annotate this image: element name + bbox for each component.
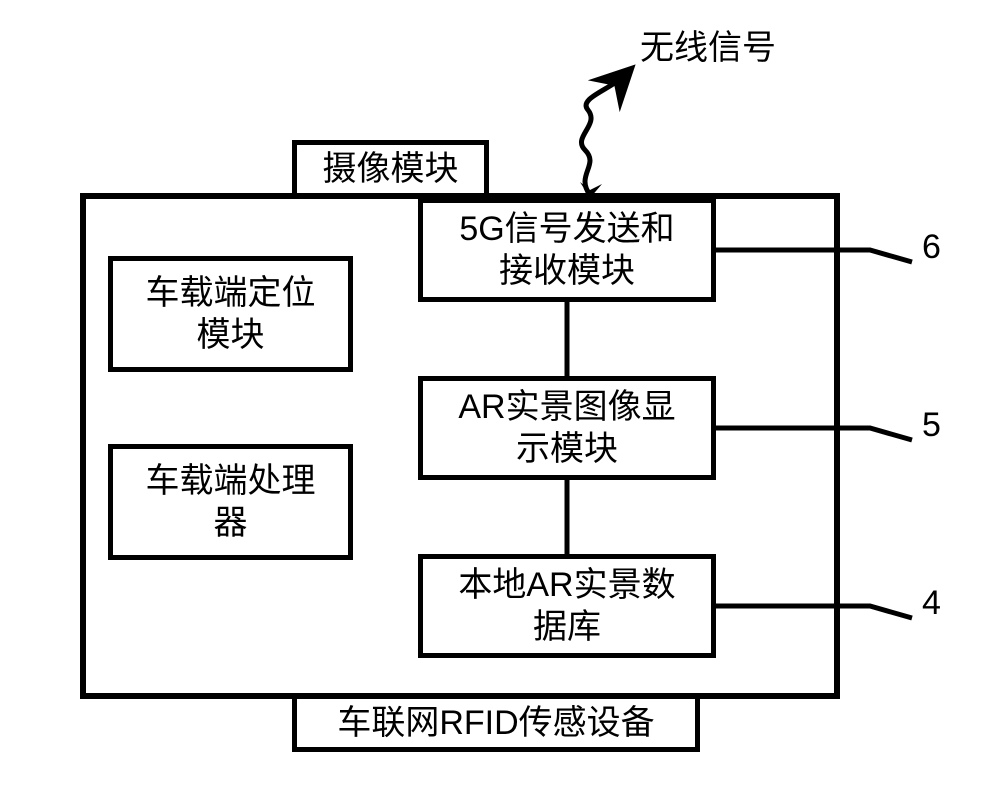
ar-display-box: AR实景图像显 示模块	[418, 376, 716, 480]
rfid-box: 车联网RFID传感设备	[292, 694, 700, 752]
positioning-label: 车载端定位 模块	[146, 272, 316, 357]
ar-display-label: AR实景图像显 示模块	[458, 386, 675, 471]
ar-db-box: 本地AR实景数 据库	[418, 554, 716, 658]
positioning-box: 车载端定位 模块	[108, 256, 353, 372]
camera-module-box: 摄像模块	[292, 140, 489, 198]
wireless-label: 无线信号	[640, 20, 776, 69]
processor-box: 车载端处理 器	[108, 444, 353, 560]
diagram-canvas: 摄像模块 5G信号发送和 接收模块 车载端定位 模块 AR实景图像显 示模块 车…	[0, 0, 1000, 793]
index-6: 6	[922, 228, 941, 267]
ar-db-label: 本地AR实景数 据库	[458, 564, 675, 649]
signal-5g-box: 5G信号发送和 接收模块	[418, 198, 716, 302]
wireless-squiggle	[581, 75, 625, 195]
signal-5g-label: 5G信号发送和 接收模块	[459, 208, 674, 293]
rfid-label: 车联网RFID传感设备	[337, 702, 654, 745]
index-4: 4	[922, 584, 941, 623]
processor-label: 车载端处理 器	[146, 460, 316, 545]
index-5: 5	[922, 406, 941, 445]
camera-module-label: 摄像模块	[323, 148, 459, 191]
